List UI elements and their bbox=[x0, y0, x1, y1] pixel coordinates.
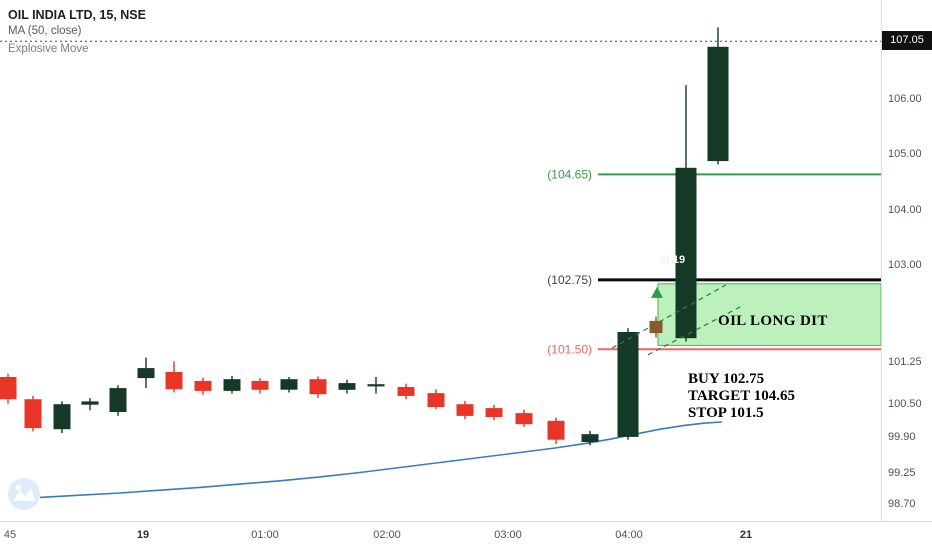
price-axis-label: 100.50 bbox=[888, 398, 922, 410]
candle-body bbox=[515, 413, 533, 425]
idea-title-label: Explosive Move bbox=[8, 43, 89, 55]
symbol-title[interactable]: OIL INDIA LTD, 15, NSE bbox=[8, 8, 146, 22]
candle-body bbox=[53, 404, 71, 430]
candle-body bbox=[649, 320, 663, 334]
candle-body bbox=[251, 380, 269, 390]
candlestick-plot: (104.65) (102.75) (101.50) s) 19 bbox=[0, 27, 881, 499]
price-axis-label: 103.00 bbox=[888, 259, 922, 271]
chart-legend: OIL INDIA LTD, 15, NSE MA (50, close) Ex… bbox=[8, 8, 146, 55]
candle-body bbox=[675, 167, 697, 339]
time-axis-label: 01:00 bbox=[251, 529, 279, 541]
current-price-badge: 107.05 bbox=[882, 31, 932, 50]
tradingview-watermark-icon bbox=[6, 476, 42, 517]
candle-body bbox=[427, 393, 445, 407]
candle-body bbox=[707, 46, 729, 162]
price-axis-label: 99.25 bbox=[888, 467, 916, 479]
candle-body bbox=[456, 404, 474, 416]
chart-canvas[interactable]: (104.65) (102.75) (101.50) s) 19 OIL INDIA … bbox=[0, 0, 881, 521]
candle-body bbox=[367, 384, 385, 387]
candle-body bbox=[485, 408, 503, 417]
level-label: (104.65) bbox=[547, 167, 592, 181]
ma-line bbox=[39, 421, 723, 499]
candle-body bbox=[397, 387, 415, 396]
candle-body bbox=[24, 399, 42, 429]
trade-plan-note: BUY 102.75 TARGET 104.65 STOP 101.5 bbox=[688, 371, 795, 422]
time-axis[interactable]: 45 19 01:00 02:00 03:00 04:00 21 bbox=[0, 521, 932, 550]
price-axis-label: 101.25 bbox=[888, 356, 922, 368]
long-zone-label: OIL LONG DIT bbox=[718, 313, 828, 329]
time-axis-label: 03:00 bbox=[494, 529, 522, 541]
level-label: (102.75) bbox=[547, 273, 592, 287]
time-axis-label: 02:00 bbox=[373, 529, 401, 541]
candle-body bbox=[165, 372, 183, 390]
price-axis-label: 98.70 bbox=[888, 498, 916, 510]
target-line: TARGET 104.65 bbox=[688, 388, 795, 404]
stop-line: STOP 101.5 bbox=[688, 405, 764, 421]
candle-body bbox=[0, 377, 17, 400]
candle-body bbox=[137, 368, 155, 379]
price-axis-label: 99.90 bbox=[888, 431, 916, 443]
entry-arrow-icon bbox=[651, 286, 663, 298]
candle-body bbox=[547, 420, 565, 440]
level-label: (101.50) bbox=[547, 342, 592, 356]
time-axis-label: 19 bbox=[136, 529, 150, 541]
price-axis-label: 104.00 bbox=[888, 204, 922, 216]
candle-body bbox=[194, 380, 212, 391]
price-axis-label: 105.00 bbox=[888, 148, 922, 160]
candle-body bbox=[581, 434, 599, 442]
candle-body bbox=[338, 383, 356, 390]
candle-body bbox=[81, 401, 99, 405]
candle-overlay-text: s) 19 bbox=[660, 254, 685, 266]
time-axis-label: 04:00 bbox=[615, 529, 643, 541]
time-axis-label: 21 bbox=[739, 529, 753, 541]
candle-body bbox=[280, 379, 298, 390]
buy-line: BUY 102.75 bbox=[688, 371, 765, 387]
pattern-dashed-line bbox=[647, 304, 745, 356]
candle-body bbox=[309, 379, 327, 395]
pattern-dashed-line bbox=[611, 284, 727, 349]
candle-body bbox=[223, 379, 241, 391]
ma-indicator-label[interactable]: MA (50, close) bbox=[8, 25, 82, 37]
time-axis-label: 45 bbox=[3, 529, 17, 541]
candle-body bbox=[109, 388, 127, 412]
candle-body bbox=[617, 332, 639, 437]
price-axis[interactable]: 107.05 106.00 105.00 104.00 103.00 101.25 100… bbox=[881, 0, 932, 521]
price-axis-label: 106.00 bbox=[888, 93, 922, 105]
